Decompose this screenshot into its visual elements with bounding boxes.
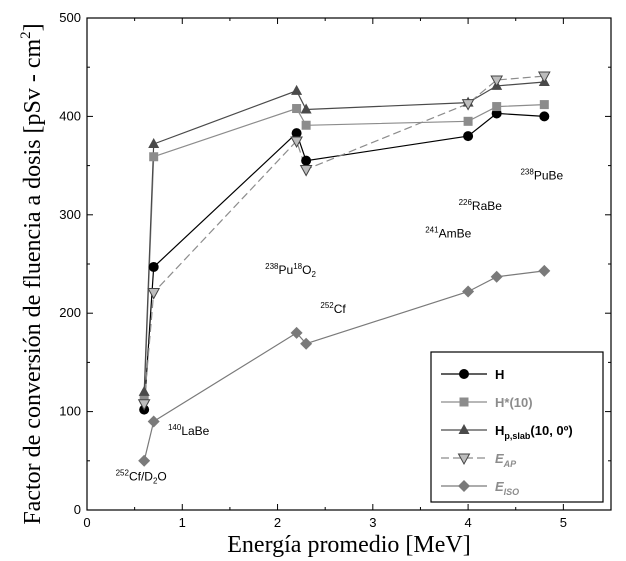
annotation-main: Pu — [279, 263, 294, 277]
legend-marker — [459, 397, 469, 407]
legend-label: EAP — [495, 451, 517, 469]
data-point — [147, 415, 160, 428]
data-point — [300, 103, 312, 114]
x-tick-label: 3 — [369, 515, 376, 530]
series-line — [143, 81, 545, 392]
data-point — [463, 116, 473, 126]
data-point — [292, 104, 302, 114]
annotation-main: O — [302, 263, 311, 277]
y-axis-title-sup: 2 — [18, 31, 34, 39]
x-tick-label: 2 — [274, 515, 281, 530]
y-tick-label: 0 — [74, 502, 81, 517]
y-tick-label: 400 — [59, 108, 81, 123]
data-point — [463, 131, 474, 142]
annotation-main: O — [157, 469, 166, 483]
source-annotation: 252Cf/D2O — [116, 468, 167, 485]
legend-label-rest: (10, 0º) — [530, 423, 572, 438]
annotation-sup: 252 — [116, 468, 130, 477]
annotations-group: 252Cf/D2O140LaBe238Pu18O2252Cf241AmBe226… — [116, 167, 564, 485]
legend-marker — [458, 424, 470, 434]
legend-label-sub: ISO — [504, 487, 520, 497]
data-point — [147, 288, 161, 300]
annotation-sub: 2 — [153, 476, 158, 485]
annotation-main: PuBe — [534, 168, 564, 182]
annotation-main: Cf — [334, 302, 347, 316]
source-annotation: 140LaBe — [168, 423, 210, 438]
source-annotation: 252Cf — [320, 301, 346, 316]
data-point — [537, 71, 551, 84]
y-tick-label: 300 — [59, 207, 81, 222]
y-axis-title-end: ] — [20, 23, 46, 31]
legend-marker — [458, 480, 470, 492]
legend-label: H*(10) — [495, 395, 533, 410]
annotation-sup: 226 — [459, 198, 473, 207]
x-tick-label: 5 — [560, 515, 567, 530]
annotation-main: RaBe — [472, 199, 502, 213]
data-point — [149, 152, 159, 162]
y-axis-title-main: Factor de conversión de fluencia a dosis… — [20, 38, 46, 524]
data-point — [148, 137, 160, 148]
annotation-sup: 252 — [320, 301, 334, 310]
legend-label-main: E — [495, 479, 504, 494]
y-tick-label: 200 — [59, 305, 81, 320]
annotation-main: LaBe — [181, 424, 209, 438]
data-point — [138, 385, 150, 396]
legend-label: EISO — [495, 479, 519, 497]
y-axis-title: Factor de conversión de fluencia a dosis… — [18, 23, 46, 524]
legend-label-main: E — [495, 451, 504, 466]
legend-box — [430, 351, 604, 503]
data-point — [539, 100, 549, 110]
data-point — [299, 165, 313, 177]
legend-label-sub: AP — [503, 459, 517, 469]
data-point — [148, 261, 159, 272]
data-point — [300, 337, 313, 350]
annotation-sup: 140 — [168, 423, 182, 432]
data-point — [301, 155, 312, 166]
annotation-sub: 2 — [311, 270, 316, 279]
legend-label-sub: p,slab — [504, 431, 531, 441]
data-point — [290, 326, 303, 339]
legend-marker — [457, 453, 471, 466]
source-annotation: 238Pu18O2 — [265, 262, 316, 279]
data-point — [291, 128, 302, 139]
annotation-sup: 238 — [265, 262, 279, 271]
legend-label: H — [495, 367, 504, 382]
data-point — [462, 285, 475, 298]
x-tick-label: 0 — [83, 515, 90, 530]
y-tick-label: 500 — [59, 10, 81, 25]
data-point — [538, 264, 551, 277]
y-tick-label: 100 — [59, 404, 81, 419]
data-point — [461, 99, 475, 111]
axes-group: 0 1 2 3 4 5 0 100 200 300 400 500 — [59, 10, 612, 530]
source-annotation: 238PuBe — [520, 167, 563, 182]
data-point — [490, 270, 503, 283]
x-tick-label: 4 — [464, 515, 471, 530]
data-point — [139, 394, 149, 404]
annotation-sup: 238 — [520, 167, 534, 176]
data-point — [301, 120, 311, 130]
data-point — [490, 75, 504, 88]
x-tick-label: 1 — [179, 515, 186, 530]
data-point — [137, 399, 151, 411]
annotation-main: Cf/D — [129, 469, 153, 483]
data-point — [492, 102, 502, 112]
data-point — [539, 111, 550, 122]
source-annotation: 241AmBe — [425, 225, 471, 240]
legend-label: Hp,slab(10, 0º) — [495, 423, 573, 441]
legend-label-main: H — [495, 423, 504, 438]
data-point — [291, 84, 303, 95]
annotation-main: AmBe — [439, 226, 472, 240]
legend-marker — [459, 369, 469, 379]
annotation-sup: 18 — [293, 262, 302, 271]
source-annotation: 226RaBe — [459, 198, 503, 213]
annotation-sup: 241 — [425, 225, 439, 234]
data-point — [290, 136, 303, 149]
data-point — [138, 454, 151, 467]
series-markers — [137, 71, 551, 467]
x-axis-title: Energía promedio [MeV] — [227, 532, 470, 558]
